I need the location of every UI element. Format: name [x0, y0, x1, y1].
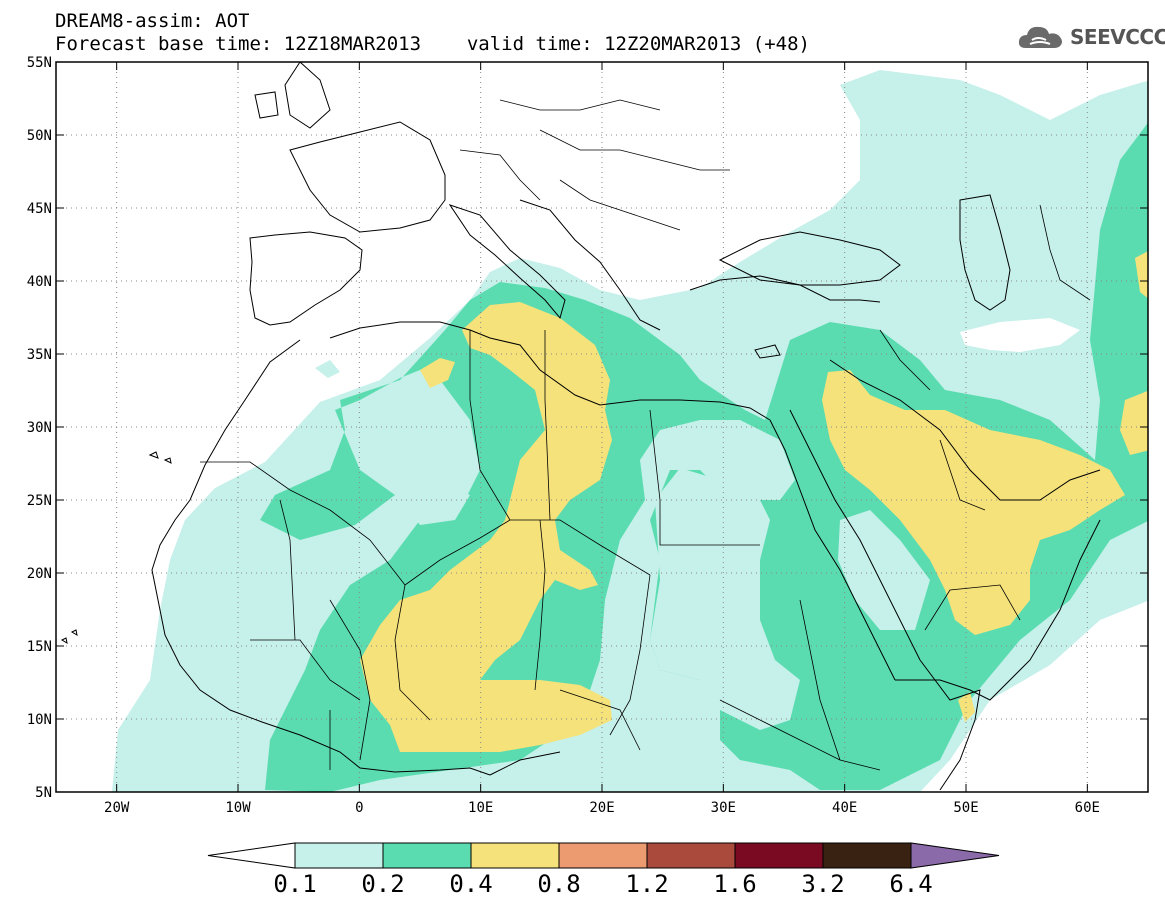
- base-time: Forecast base time: 12Z18MAR2013: [55, 33, 422, 55]
- lon-tick-label: 20E: [589, 800, 614, 816]
- colorbar-label: 1.2: [625, 870, 668, 898]
- colorbar-label: 0.2: [361, 870, 404, 898]
- lat-tick-label: 30N: [27, 420, 52, 436]
- colorbar-segment: [294, 842, 384, 869]
- lon-tick-label: 10W: [225, 800, 251, 816]
- clear-air-patch: [960, 318, 1080, 352]
- lat-tick-label: 10N: [27, 712, 52, 728]
- colorbar-label: 0.4: [449, 870, 492, 898]
- colorbar-label: 1.6: [713, 870, 756, 898]
- colorbar-label: 0.8: [537, 870, 580, 898]
- map-title: DREAM8-assim: AOT: [55, 10, 250, 32]
- colorbar-under-triangle: [207, 842, 296, 869]
- map-coastlines: [60, 62, 1101, 791]
- colorbar-segment: [734, 842, 824, 869]
- lon-tick-label: 50E: [953, 800, 978, 816]
- lon-tick-label: 30E: [711, 800, 736, 816]
- colorbar-label: 3.2: [801, 870, 844, 898]
- map-gridlines: [56, 62, 1148, 792]
- lat-tick-label: 35N: [27, 347, 52, 363]
- time-info: Forecast base time: 12Z18MAR2013 valid t…: [55, 33, 810, 55]
- colorbar-label: 0.1: [273, 870, 316, 898]
- colorbar-segment: [382, 842, 472, 869]
- lon-tick-label: 40E: [832, 800, 857, 816]
- colorbar: 0.1 0.2 0.4 0.8 1.2 1.6 3.2 6.4: [207, 842, 1000, 898]
- lon-tick-label: 20W: [104, 800, 130, 816]
- valid-time: valid time: 12Z20MAR2013 (+48): [466, 33, 810, 55]
- lat-tick-label: 50N: [27, 128, 52, 144]
- colorbar-segment: [822, 842, 912, 869]
- colorbar-segment: [646, 842, 736, 869]
- map-borders: [200, 99, 1091, 771]
- lat-tick-label: 40N: [27, 274, 52, 290]
- map-body: [56, 62, 1148, 792]
- latitude-axis: 5N 10N 15N 20N 25N 30N 35N 40N 45N 50N 55N: [27, 55, 1148, 801]
- colorbar-segment: [558, 842, 648, 869]
- lat-tick-label: 25N: [27, 493, 52, 509]
- colorbar-over-triangle: [910, 842, 1000, 869]
- aot-band-0.4: [360, 251, 1148, 752]
- aot-band-0.1-inner: [400, 468, 930, 730]
- lat-tick-label: 5N: [35, 785, 52, 801]
- longitude-axis: 20W 10W 0 10E 20E 30E 40E 50E 60E: [104, 62, 1100, 816]
- lon-tick-label: 60E: [1075, 800, 1100, 816]
- colorbar-label: 6.4: [889, 870, 932, 898]
- colorbar-segment: [470, 842, 560, 869]
- lat-tick-label: 55N: [27, 55, 52, 71]
- lat-tick-label: 15N: [27, 639, 52, 655]
- logo-text: SEEVCCC: [1070, 25, 1165, 49]
- lat-tick-label: 20N: [27, 566, 52, 582]
- seevccc-logo: SEEVCCC: [1016, 22, 1165, 52]
- lat-tick-label: 45N: [27, 201, 52, 217]
- lon-tick-label: 10E: [468, 800, 493, 816]
- lon-tick-label: 0: [355, 800, 363, 816]
- cloud-icon: [1018, 26, 1062, 48]
